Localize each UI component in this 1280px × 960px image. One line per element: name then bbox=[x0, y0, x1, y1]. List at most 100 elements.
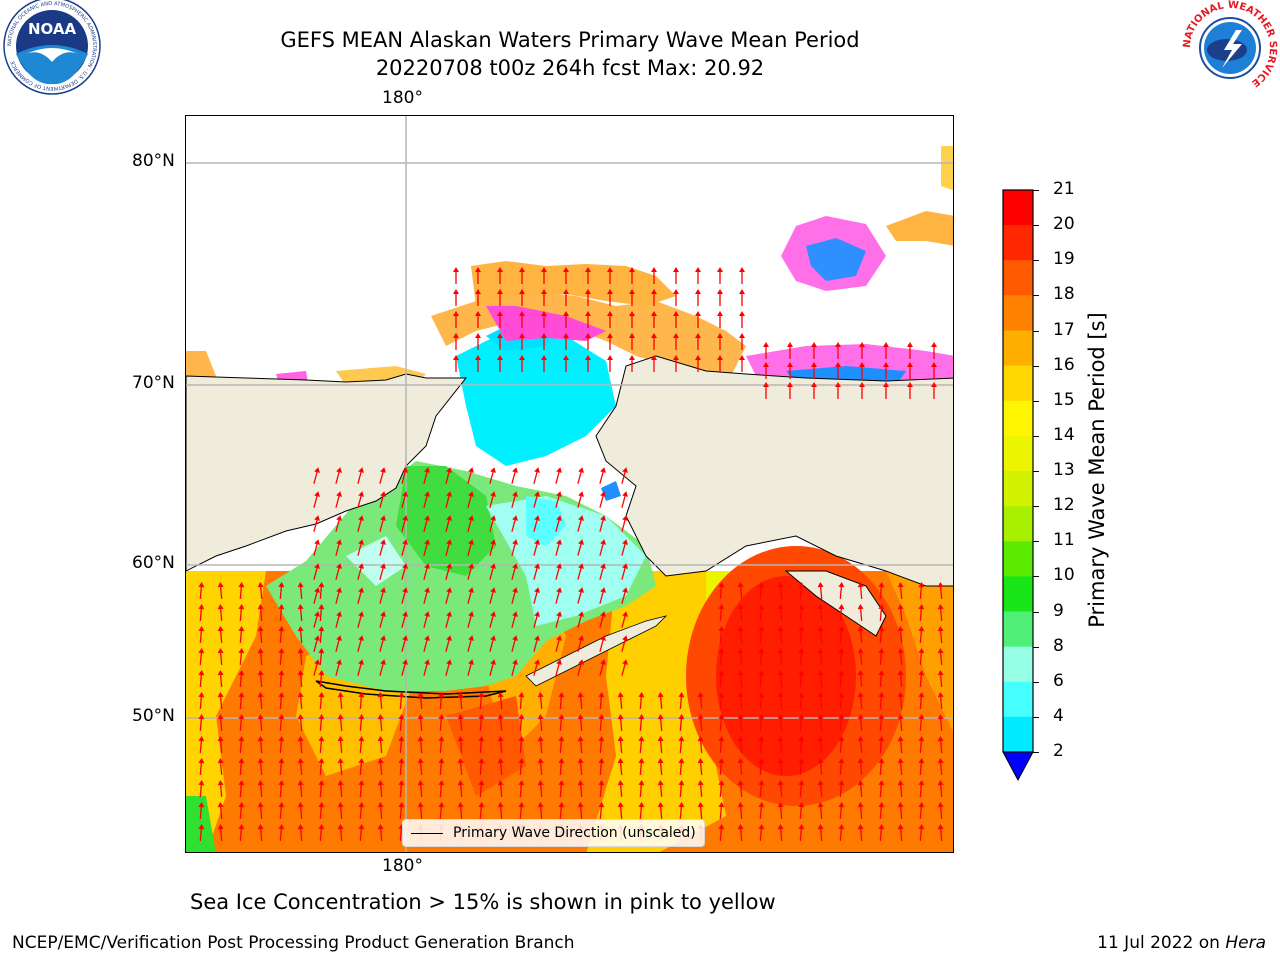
wave-arrow bbox=[817, 670, 824, 688]
wave-arrow bbox=[678, 692, 685, 710]
wave-arrow bbox=[918, 692, 925, 710]
wave-arrow bbox=[533, 611, 540, 628]
wave-arrow bbox=[697, 802, 704, 820]
wave-arrow bbox=[313, 635, 320, 652]
colorbar-tick-mark bbox=[1033, 681, 1039, 683]
colorbar-tick-label: 4 bbox=[1053, 705, 1064, 726]
wave-arrow bbox=[563, 267, 569, 284]
wave-arrow bbox=[918, 582, 925, 600]
wave-arrow bbox=[763, 362, 769, 379]
lon-label-bottom: 180° bbox=[382, 856, 423, 876]
wave-arrow bbox=[657, 780, 664, 798]
wave-arrow bbox=[651, 311, 657, 328]
wave-arrow bbox=[838, 670, 845, 688]
wave-arrow bbox=[758, 582, 765, 600]
wave-arrow bbox=[737, 824, 744, 842]
wave-arrow bbox=[519, 289, 525, 306]
wave-arrow bbox=[198, 692, 205, 710]
colorbar-tick-mark bbox=[1033, 225, 1039, 227]
wave-arrow bbox=[358, 692, 365, 710]
wave-arrow bbox=[817, 604, 824, 622]
noaa-logo: NOAA NATIONAL OCEANIC AND ATMOSPHERIC AD… bbox=[3, 0, 101, 95]
wave-arrow bbox=[417, 692, 424, 710]
wave-arrow bbox=[217, 604, 224, 622]
wave-arrow bbox=[897, 604, 904, 622]
wave-arrow bbox=[511, 587, 518, 604]
wave-arrow bbox=[585, 333, 591, 350]
wave-arrow bbox=[811, 362, 817, 379]
wave-arrow bbox=[379, 587, 386, 604]
wave-arrow bbox=[297, 736, 304, 754]
wave-arrow bbox=[878, 582, 885, 600]
wave-arrow bbox=[918, 736, 925, 754]
wave-arrow bbox=[857, 582, 864, 600]
wave-arrow bbox=[379, 635, 386, 652]
wave-arrow bbox=[398, 736, 405, 754]
wave-arrow bbox=[817, 648, 824, 666]
wave-arrow bbox=[537, 780, 544, 798]
wave-arrow bbox=[737, 780, 744, 798]
wave-arrow bbox=[541, 267, 547, 284]
wave-arrow bbox=[377, 824, 384, 842]
wave-arrow bbox=[777, 604, 784, 622]
wave-arrow bbox=[817, 692, 824, 710]
wave-arrow bbox=[478, 802, 485, 820]
wave-arrow bbox=[278, 758, 285, 776]
wave-arrow bbox=[718, 670, 725, 688]
wave-arrow bbox=[883, 382, 889, 399]
wave-arrow bbox=[445, 635, 452, 652]
wave-arrow bbox=[198, 604, 205, 622]
wave-arrow bbox=[533, 539, 540, 556]
wave-arrow bbox=[817, 758, 824, 776]
wave-arrow bbox=[577, 758, 584, 776]
colorbar-tick-mark bbox=[1033, 435, 1039, 437]
wave-arrow bbox=[401, 635, 408, 652]
wave-arrow bbox=[835, 382, 841, 399]
colorbar-tick-label: 15 bbox=[1053, 389, 1075, 410]
wave-arrow bbox=[489, 587, 496, 604]
wave-arrow bbox=[817, 802, 824, 820]
wave-arrow bbox=[297, 582, 304, 600]
wave-arrow bbox=[718, 582, 725, 600]
colorbar-tick-mark bbox=[1033, 330, 1039, 332]
wave-arrow bbox=[198, 736, 205, 754]
wave-arrow bbox=[217, 736, 224, 754]
wave-arrow bbox=[318, 604, 325, 622]
wave-arrow bbox=[638, 714, 645, 732]
wave-arrow bbox=[511, 659, 518, 676]
wave-arrow bbox=[838, 582, 845, 600]
wave-arrow bbox=[445, 659, 452, 676]
wave-arrow bbox=[758, 758, 765, 776]
wave-arrow bbox=[937, 670, 944, 688]
wave-arrow bbox=[335, 539, 342, 556]
wave-arrow bbox=[798, 736, 805, 754]
wave-arrow bbox=[555, 539, 562, 556]
wave-arrow bbox=[718, 714, 725, 732]
wave-arrow bbox=[313, 515, 320, 532]
wave-arrow bbox=[198, 670, 205, 688]
wave-arrow bbox=[335, 587, 342, 604]
wave-arrow bbox=[897, 802, 904, 820]
wave-arrow bbox=[257, 780, 264, 798]
wave-arrow bbox=[857, 692, 864, 710]
wave-arrow bbox=[638, 802, 645, 820]
wave-arrow bbox=[629, 311, 635, 328]
wave-arrow bbox=[718, 604, 725, 622]
wave-arrow bbox=[787, 362, 793, 379]
wave-arrow bbox=[453, 355, 459, 372]
wave-arrow bbox=[555, 563, 562, 580]
wave-arrow bbox=[811, 342, 817, 359]
wave-arrow bbox=[621, 635, 628, 652]
wave-arrow bbox=[617, 714, 624, 732]
wave-arrow bbox=[651, 289, 657, 306]
wave-arrow bbox=[918, 758, 925, 776]
wave-arrow bbox=[278, 582, 285, 600]
wave-arrow bbox=[401, 515, 408, 532]
wave-arrow bbox=[621, 491, 628, 508]
wave-arrow bbox=[453, 267, 459, 284]
wave-arrow bbox=[217, 648, 224, 666]
wave-arrow bbox=[489, 491, 496, 508]
wave-arrow bbox=[238, 626, 245, 644]
wave-arrow bbox=[838, 736, 845, 754]
wave-arrow bbox=[598, 758, 605, 776]
